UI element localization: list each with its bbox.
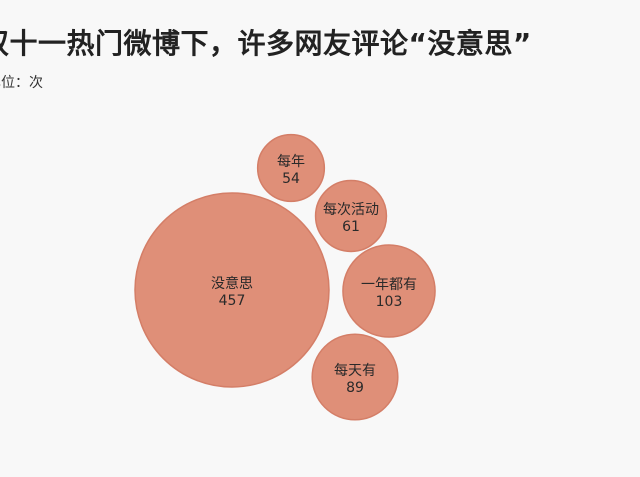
bubble-value-label: 61: [342, 219, 360, 235]
bubble-category-label: 每次活动: [323, 202, 379, 218]
bubble-circle: [342, 244, 436, 338]
bubble-category-label: 一年都有: [361, 277, 417, 293]
bubble-circle: [134, 192, 330, 388]
bubble-category-label: 每年: [277, 154, 305, 170]
bubble-value-label: 89: [346, 380, 364, 396]
chart-title: 双十一热门微博下，许多网友评论“没意思”: [0, 27, 532, 60]
bubble-value-label: 457: [219, 293, 246, 309]
bubble-category-label: 每天有: [334, 363, 376, 379]
bubble-value-label: 54: [282, 171, 300, 187]
bubble-circle: [314, 179, 388, 253]
bubble-value-label: 103: [376, 294, 403, 310]
bubble-circle: [311, 333, 399, 421]
bubble-circle: [256, 133, 326, 203]
chart-subtitle: 单位：次: [0, 75, 43, 91]
bubble-category-label: 没意思: [211, 275, 253, 292]
